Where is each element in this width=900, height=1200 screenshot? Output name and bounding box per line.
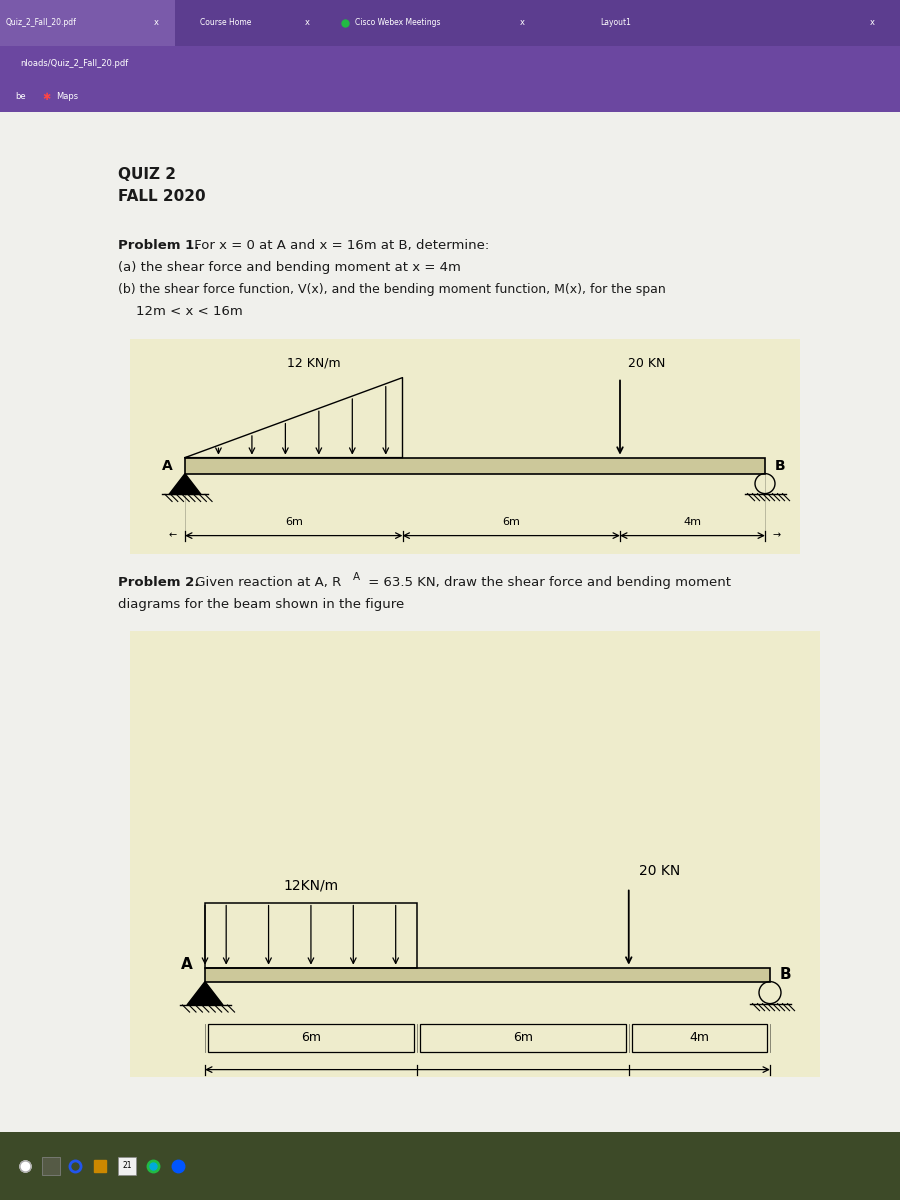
Bar bbox=[130, 338, 800, 553]
Bar bbox=[118, 1157, 136, 1175]
Bar bbox=[185, 457, 765, 474]
Text: (b) the shear force function, V(x), and the bending moment function, M(x), for t: (b) the shear force function, V(x), and … bbox=[118, 282, 666, 295]
Text: A: A bbox=[162, 458, 173, 473]
Bar bbox=[632, 1024, 767, 1051]
Text: x: x bbox=[154, 18, 159, 28]
Text: = 63.5 KN, draw the shear force and bending moment: = 63.5 KN, draw the shear force and bend… bbox=[364, 576, 731, 588]
Text: 12m < x < 16m: 12m < x < 16m bbox=[136, 305, 243, 318]
Text: 20 KN: 20 KN bbox=[639, 864, 680, 877]
Text: be: be bbox=[15, 92, 25, 101]
Text: x: x bbox=[870, 18, 875, 28]
Text: FALL 2020: FALL 2020 bbox=[118, 188, 205, 204]
Text: 6m: 6m bbox=[301, 1031, 321, 1044]
Text: 6m: 6m bbox=[513, 1031, 533, 1044]
Bar bbox=[130, 630, 820, 1076]
Text: 4m: 4m bbox=[683, 516, 701, 527]
Text: B: B bbox=[780, 967, 792, 982]
Bar bbox=[208, 1024, 414, 1051]
Text: B: B bbox=[775, 458, 786, 473]
Bar bbox=[205, 967, 770, 982]
Text: A: A bbox=[181, 958, 193, 972]
Text: 6m: 6m bbox=[284, 516, 302, 527]
Text: diagrams for the beam shown in the figure: diagrams for the beam shown in the figur… bbox=[118, 598, 404, 611]
Bar bbox=[420, 1024, 626, 1051]
Text: QUIZ 2: QUIZ 2 bbox=[118, 167, 176, 181]
Bar bbox=[205, 902, 417, 967]
Text: 6m: 6m bbox=[502, 516, 520, 527]
Text: 12 KN/m: 12 KN/m bbox=[287, 356, 340, 370]
Text: Layout1: Layout1 bbox=[600, 18, 631, 28]
Bar bbox=[0, 82, 900, 112]
Bar bbox=[42, 1157, 60, 1175]
Text: 12KN/m: 12KN/m bbox=[284, 878, 338, 893]
Text: Course Home: Course Home bbox=[200, 18, 251, 28]
Bar bbox=[0, 0, 900, 46]
Text: Given reaction at A, R: Given reaction at A, R bbox=[191, 576, 341, 588]
Bar bbox=[0, 112, 900, 1132]
Text: x: x bbox=[520, 18, 525, 28]
Text: Problem 2.: Problem 2. bbox=[118, 576, 200, 588]
Text: A: A bbox=[353, 571, 360, 582]
Text: →: → bbox=[773, 530, 781, 540]
Text: Maps: Maps bbox=[56, 92, 78, 101]
Text: For x = 0 at A and x = 16m at B, determine:: For x = 0 at A and x = 16m at B, determi… bbox=[190, 239, 490, 252]
Text: nloads/Quiz_2_Fall_20.pdf: nloads/Quiz_2_Fall_20.pdf bbox=[20, 59, 128, 68]
Text: Cisco Webex Meetings: Cisco Webex Meetings bbox=[355, 18, 440, 28]
Text: x: x bbox=[305, 18, 310, 28]
Text: Quiz_2_Fall_20.pdf: Quiz_2_Fall_20.pdf bbox=[6, 18, 76, 28]
Text: ←: ← bbox=[169, 530, 177, 540]
Text: Problem 1.: Problem 1. bbox=[118, 239, 200, 252]
Polygon shape bbox=[187, 982, 223, 1006]
Bar bbox=[0, 1132, 900, 1200]
Text: 21: 21 bbox=[122, 1162, 131, 1170]
Bar bbox=[0, 0, 175, 46]
Text: 4m: 4m bbox=[689, 1031, 709, 1044]
Bar bbox=[0, 46, 900, 82]
Text: (a) the shear force and bending moment at x = 4m: (a) the shear force and bending moment a… bbox=[118, 260, 461, 274]
Text: 20 KN: 20 KN bbox=[628, 356, 665, 370]
Text: ✱: ✱ bbox=[42, 91, 50, 102]
Polygon shape bbox=[169, 474, 201, 494]
